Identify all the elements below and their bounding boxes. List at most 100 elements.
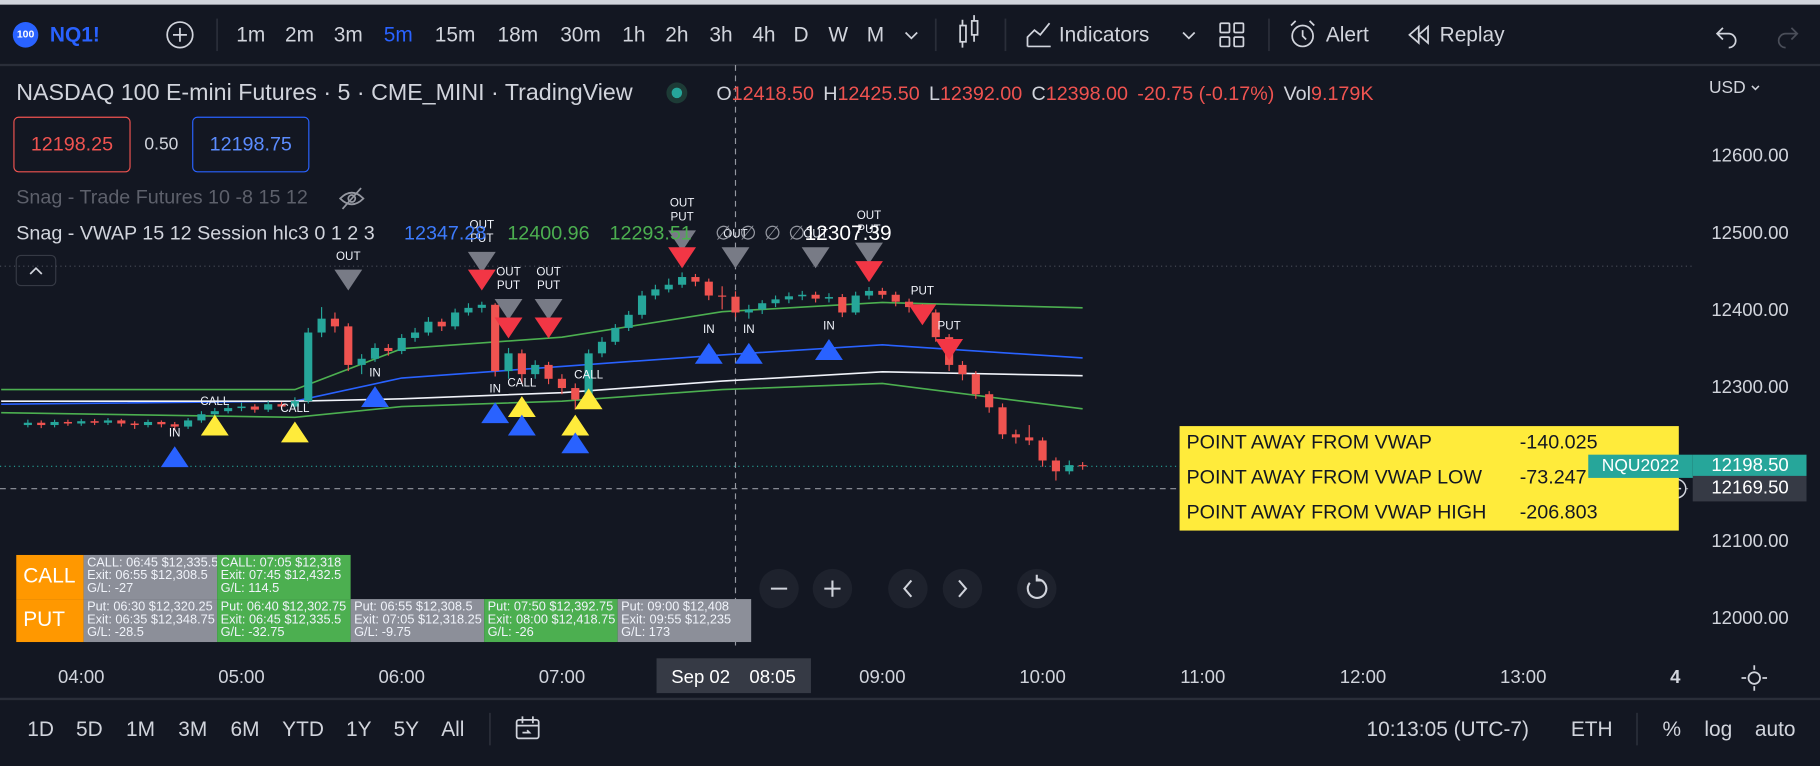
replay-button[interactable]: Replay (1440, 24, 1506, 47)
indicators-icon[interactable] (1026, 22, 1051, 48)
trade-line: Put: 06:30 $12,320.25 (87, 599, 213, 614)
interval-button[interactable]: 4h (752, 24, 775, 47)
candle-body (264, 404, 273, 410)
candle-body (304, 332, 313, 402)
settings-icon[interactable] (1741, 665, 1768, 691)
interval-button[interactable]: 3m (334, 24, 363, 47)
indicators-button[interactable]: Indicators (1059, 24, 1150, 47)
nav-button[interactable] (1017, 568, 1057, 609)
ohlc-key: H (823, 83, 837, 105)
signal-label: IN (489, 383, 501, 396)
interval-button[interactable]: 5m (384, 24, 413, 47)
indicators-menu[interactable] (1182, 31, 1196, 40)
currency[interactable]: USD (1709, 77, 1746, 97)
currency-menu[interactable] (1751, 85, 1760, 91)
range-button[interactable]: 1D (27, 718, 54, 741)
range-button[interactable]: 3M (178, 718, 207, 741)
candle-body (771, 299, 780, 304)
signal-marker (534, 298, 563, 320)
range-button[interactable]: 1M (126, 718, 155, 741)
signal-marker (721, 247, 750, 269)
redo[interactable] (1777, 27, 1799, 49)
candle-body (744, 309, 753, 313)
trade-line: Put: 09:00 $12,408 (621, 599, 729, 614)
candle-body (985, 394, 994, 408)
x-tick-label: 09:00 (859, 666, 905, 687)
range-button[interactable]: 6M (230, 718, 259, 741)
candle-body (210, 411, 219, 415)
interval-button[interactable]: 18m (498, 24, 539, 47)
trade-line: Exit: 06:45 $12,335.5 (221, 611, 342, 626)
chart-title: NASDAQ 100 E-mini Futures · 5 · CME_MINI… (16, 79, 633, 105)
bottom-auto[interactable]: auto (1755, 718, 1796, 741)
candle-body (344, 326, 353, 365)
nav-button[interactable] (888, 568, 928, 609)
nav-icon (1026, 574, 1048, 599)
indicator-legend[interactable]: Snag - VWAP 15 12 Session hlc3 0 1 2 3 (16, 223, 374, 245)
candle-body (184, 420, 193, 427)
nav-button[interactable] (942, 568, 983, 609)
y-tick-label: 12500.00 (1711, 222, 1788, 243)
candle-body (370, 347, 380, 359)
range-button[interactable]: 5Y (394, 718, 420, 741)
interval-button[interactable]: 3h (709, 24, 732, 47)
volume-value: 9.179K (1311, 83, 1374, 105)
add-symbol[interactable] (166, 21, 194, 49)
vwap-band (1, 301, 1083, 391)
symbol[interactable]: NQ1! (50, 24, 100, 47)
alert-icon[interactable] (1290, 20, 1315, 48)
interval-button[interactable]: D (794, 24, 809, 47)
undo[interactable] (1715, 27, 1737, 49)
interval-button[interactable]: M (867, 24, 884, 47)
signal-label: OUT (336, 250, 361, 263)
indicator-legend[interactable]: Snag - Trade Futures 10 -8 15 12 (16, 187, 308, 209)
layout-button[interactable] (1219, 22, 1245, 48)
collapse-legend[interactable] (15, 254, 57, 287)
chart-type[interactable] (959, 15, 979, 48)
buy-button[interactable] (192, 116, 310, 173)
trade-row-label: PUT (23, 608, 65, 631)
candle-body (397, 337, 406, 352)
signal-label: OUT (670, 197, 695, 210)
goto-date[interactable] (515, 716, 540, 740)
bottom-log[interactable]: log (1704, 718, 1732, 741)
interval-button[interactable]: W (828, 24, 848, 47)
candle-body (878, 290, 887, 295)
candle-body (317, 318, 326, 333)
intervals-menu[interactable] (904, 31, 918, 40)
candle-body (117, 420, 126, 424)
signal-label: CALL (574, 369, 604, 382)
trade-line: G/L: -32.75 (221, 624, 285, 639)
trade-cell (217, 599, 351, 643)
indicator-value: 12307.39 (805, 222, 892, 245)
interval-button[interactable]: 2m (285, 24, 314, 47)
interval-button[interactable]: 1h (622, 24, 645, 47)
indicator-value: 12347.28 (404, 223, 486, 245)
bottom-session[interactable]: ETH (1571, 718, 1613, 741)
y-tick-label: 12600.00 (1711, 145, 1788, 166)
visibility-toggle[interactable] (338, 187, 365, 210)
ohlc-legend: O12418.50 H12425.50 L12392.00 C12398.00 -20.… (716, 83, 1373, 105)
trade-line: Put: 07:50 $12,392.75 (488, 599, 614, 614)
alert-button[interactable]: Alert (1326, 24, 1369, 47)
range-button[interactable]: 1Y (346, 718, 372, 741)
range-button[interactable]: YTD (282, 718, 324, 741)
interval-button[interactable]: 1m (236, 24, 265, 47)
sell-price: 12198.25 (31, 133, 113, 155)
interval-button[interactable]: 15m (435, 24, 476, 47)
interval-button[interactable]: 30m (560, 24, 601, 47)
signal-label: IN (369, 366, 381, 379)
bottom-percent[interactable]: % (1663, 718, 1682, 741)
sell-button[interactable] (13, 116, 131, 173)
interval-button[interactable]: 2h (665, 24, 688, 47)
x-tick-label: 06:00 (378, 666, 424, 687)
candle-body (958, 364, 967, 375)
symbol-badge[interactable] (12, 22, 39, 48)
replay-icon[interactable] (1408, 24, 1429, 45)
range-button[interactable]: 5D (76, 718, 103, 741)
settings-ring (1747, 671, 1761, 685)
trade-line: G/L: -26 (488, 624, 534, 639)
range-button[interactable]: All (441, 718, 464, 741)
